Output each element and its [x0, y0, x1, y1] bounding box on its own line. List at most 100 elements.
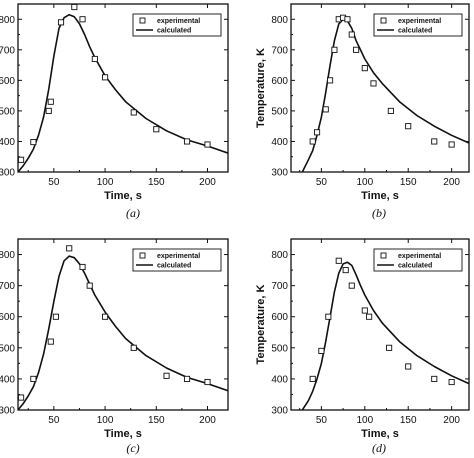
- experimental-point: [405, 363, 412, 370]
- y-tick-label: 700: [0, 45, 15, 56]
- experimental-point: [405, 123, 412, 130]
- x-axis-label: Time, s: [104, 190, 142, 202]
- y-tick-label: 500: [271, 106, 288, 117]
- experimental-point: [448, 141, 455, 148]
- y-tick-label: 700: [0, 281, 15, 292]
- y-tick-label: 300: [271, 406, 288, 417]
- legend-marker-experimental: [139, 17, 146, 24]
- x-tick-label: 50: [316, 415, 328, 426]
- experimental-point: [335, 257, 342, 264]
- experimental-point: [183, 375, 191, 382]
- experimental-point: [102, 74, 109, 81]
- y-tick-label: 300: [0, 406, 15, 417]
- calculated-series-line: [18, 13, 228, 172]
- experimental-point: [370, 80, 377, 87]
- data-layer: [301, 14, 469, 172]
- chart-panel-b: 50 100 150 200 300 400 500 600 700 800 Time, s Temp…: [255, 3, 470, 220]
- y-tick-label: 800: [0, 250, 15, 261]
- data-layer: [18, 4, 228, 172]
- y-tick-label: 600: [0, 312, 15, 323]
- y-tick-label: 500: [0, 106, 15, 117]
- y-axis-label: Temperature, K: [255, 285, 267, 365]
- legend-label-calculated: calculated: [157, 263, 191, 270]
- panel-caption: (a): [126, 206, 140, 220]
- experimental-point: [18, 156, 25, 163]
- x-tick-label: 100: [97, 415, 114, 426]
- y-axis-label: Temperature, K: [255, 48, 267, 128]
- x-tick-label: 200: [199, 177, 216, 188]
- panel-caption: (c): [126, 441, 139, 455]
- y-tick-label: 400: [0, 374, 15, 385]
- data-layer: [18, 245, 228, 410]
- experimental-point: [79, 263, 86, 271]
- experimental-point: [313, 129, 321, 136]
- chart-panel-d: 50 100 150 200 300 400 500 600 700 800 Time, s Temp…: [255, 238, 470, 455]
- calculated-series-line: [18, 255, 228, 410]
- experimental-point: [331, 46, 338, 53]
- legend-label-calculated: calculated: [398, 28, 432, 35]
- y-tick-label: 700: [271, 281, 288, 292]
- experimental-point: [366, 313, 373, 320]
- y-tick-label: 800: [0, 15, 15, 26]
- experimental-point: [57, 19, 65, 26]
- legend-label-experimental: experimental: [398, 18, 441, 25]
- experimental-point: [361, 307, 368, 314]
- experimental-point: [153, 126, 160, 133]
- y-tick-label: 400: [271, 374, 288, 385]
- experimental-point: [45, 107, 52, 114]
- legend-marker-experimental: [139, 252, 146, 259]
- legend-marker-experimental: [380, 17, 387, 24]
- panel-caption: (d): [372, 441, 386, 455]
- experimental-point: [318, 347, 325, 354]
- experimental-point: [348, 31, 355, 38]
- experimental-point: [130, 344, 137, 351]
- legend-marker-experimental: [380, 252, 387, 259]
- y-tick-label: 400: [271, 137, 288, 148]
- experimental-point: [18, 394, 25, 401]
- experimental-point: [163, 372, 170, 379]
- x-tick-label: 150: [400, 177, 417, 188]
- experimental-point: [30, 139, 37, 146]
- experimental-point: [86, 282, 93, 289]
- experimental-point: [327, 77, 334, 84]
- experimental-point: [344, 16, 351, 23]
- experimental-point: [47, 98, 54, 105]
- experimental-point: [348, 282, 355, 289]
- data-layer: [301, 257, 469, 410]
- x-tick-label: 200: [199, 415, 216, 426]
- experimental-point: [387, 107, 394, 114]
- y-tick-label: 700: [271, 45, 288, 56]
- legend-box: [132, 248, 222, 272]
- experimental-point: [71, 4, 78, 11]
- x-tick-label: 150: [400, 415, 417, 426]
- x-tick-label: 150: [148, 177, 165, 188]
- calculated-series-line: [301, 18, 469, 172]
- x-tick-label: 200: [443, 415, 460, 426]
- experimental-point: [91, 55, 98, 63]
- experimental-point: [431, 138, 438, 145]
- experimental-point: [30, 375, 37, 382]
- calculated-series-line: [301, 261, 469, 410]
- experimental-point: [386, 344, 393, 351]
- experimental-point: [66, 245, 73, 252]
- x-axis-label: Time, s: [104, 428, 142, 440]
- experimental-point: [322, 106, 329, 113]
- experimental-point: [325, 313, 332, 320]
- experimental-point: [204, 141, 211, 148]
- experimental-point: [204, 378, 211, 386]
- y-tick-label: 600: [271, 312, 288, 323]
- experimental-point: [47, 338, 54, 345]
- x-tick-label: 100: [356, 415, 373, 426]
- experimental-point: [79, 16, 86, 23]
- x-tick-label: 50: [48, 415, 60, 426]
- x-tick-label: 100: [97, 177, 114, 188]
- experimental-point: [309, 138, 316, 145]
- legend-label-calculated: calculated: [157, 28, 191, 35]
- y-tick-label: 600: [0, 76, 15, 87]
- experimental-point: [342, 267, 349, 274]
- experimental-point: [52, 313, 59, 320]
- legend-label-experimental: experimental: [398, 253, 441, 260]
